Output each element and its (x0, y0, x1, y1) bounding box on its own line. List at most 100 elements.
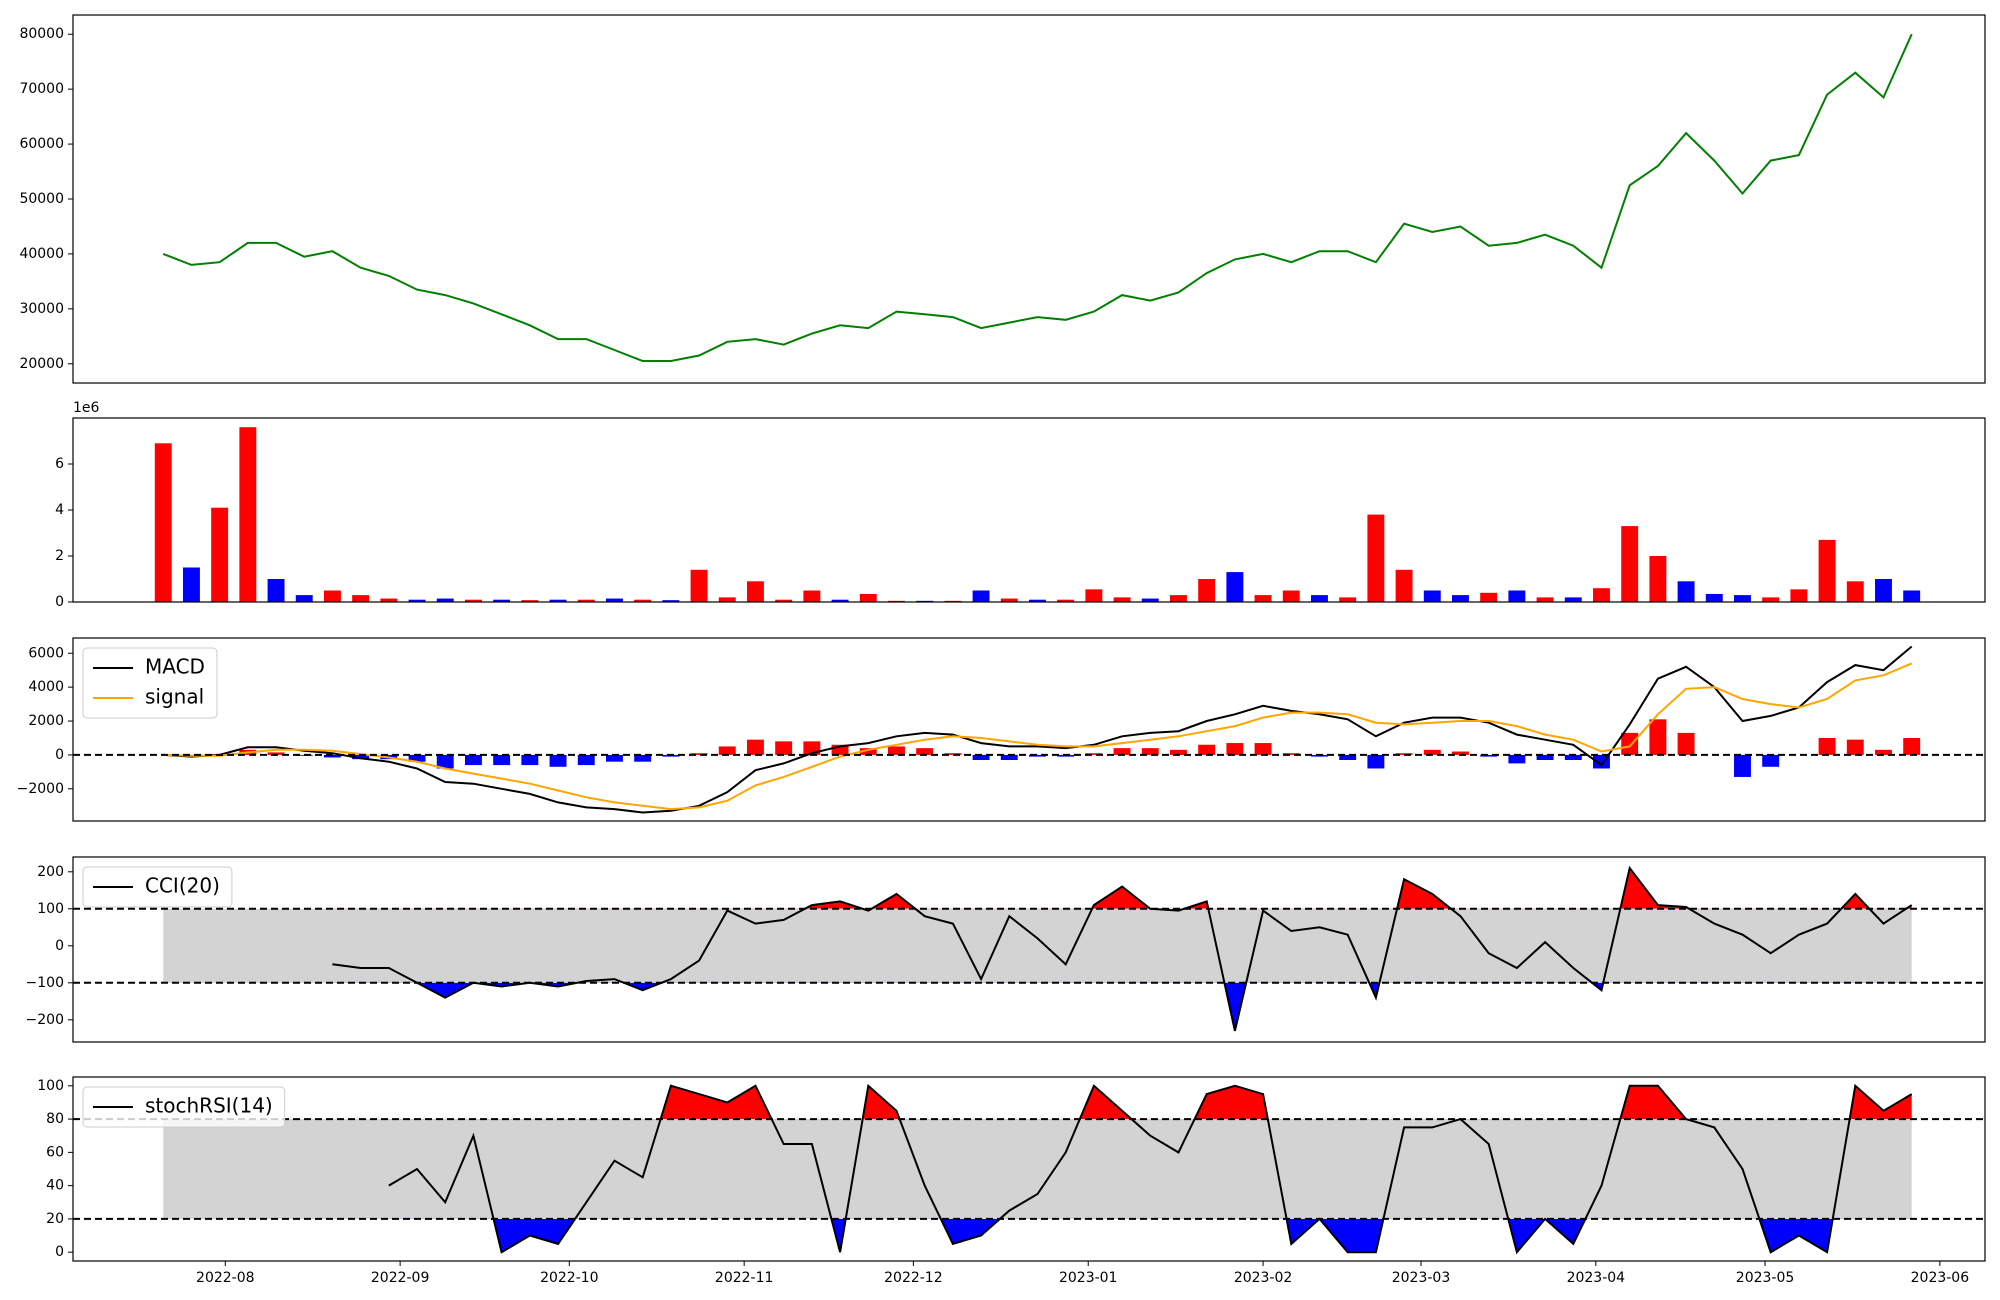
histogram-bar (1564, 754, 1582, 760)
bar (408, 599, 426, 602)
y-tick-label: 100 (37, 1078, 64, 1094)
histogram-bar (577, 754, 595, 766)
y-tick-label: 30000 (19, 301, 64, 317)
line (388, 1083, 1913, 1255)
histogram-bar (408, 754, 426, 762)
y-tick-label: 40000 (19, 246, 64, 262)
axes-frame (72, 856, 1986, 1043)
histogram-bar (1762, 754, 1780, 767)
bar (1818, 539, 1836, 602)
histogram-bar (634, 754, 652, 762)
histogram-bar (1818, 737, 1836, 755)
bar (1790, 589, 1808, 602)
histogram-bar (267, 752, 285, 755)
bar (1029, 599, 1046, 602)
bar (690, 569, 708, 602)
histogram-bar (605, 754, 623, 762)
bar (1226, 572, 1244, 602)
above-fill-group (332, 868, 1912, 909)
bar (746, 581, 764, 602)
histogram-bar (1649, 719, 1667, 755)
histogram-bar (887, 746, 905, 755)
bar (1734, 595, 1751, 602)
bar (1649, 556, 1667, 602)
histogram-bar (352, 754, 370, 760)
legend-label: stochRSI(14) (145, 1094, 273, 1118)
histogram-bar (775, 741, 793, 755)
histogram-bar (1198, 744, 1216, 755)
histogram-bar (1452, 751, 1469, 755)
histogram-bar (1339, 754, 1357, 760)
bar (1508, 590, 1526, 602)
y-tick-label: −100 (26, 975, 64, 991)
bar (1311, 595, 1328, 602)
bar (1367, 514, 1385, 602)
bar (352, 595, 370, 602)
axes-frame (72, 417, 1986, 603)
bar (154, 443, 172, 602)
legend-box (82, 866, 233, 908)
bar (577, 599, 595, 602)
bar (1113, 597, 1131, 602)
y-tick-label: 100 (37, 901, 64, 917)
bar (1875, 579, 1892, 602)
y-tick-label: 4 (55, 502, 64, 518)
axes-frame (72, 637, 1986, 822)
bar (1000, 598, 1018, 602)
bar (634, 599, 652, 602)
bar (380, 598, 398, 602)
bar (718, 597, 736, 602)
histogram-bar (1282, 753, 1300, 755)
bar (1593, 588, 1610, 602)
legend-label: CCI(20) (145, 874, 220, 898)
x-tick-label: 2023-03 (1392, 1270, 1451, 1286)
line (163, 662, 1913, 811)
bar (211, 507, 229, 602)
histogram-bar (1029, 754, 1046, 757)
bar (1903, 590, 1921, 602)
bar (267, 579, 285, 602)
y-tick-label: 60 (46, 1144, 64, 1160)
y-offset-label: 1e6 (73, 400, 100, 416)
y-tick-label: 2 (55, 548, 64, 564)
y-tick-label: 50000 (19, 191, 64, 207)
bar (1141, 598, 1159, 602)
bar (1170, 595, 1187, 602)
bar (464, 599, 482, 602)
below-fill (388, 1218, 1912, 1253)
histogram-bar (1846, 739, 1864, 755)
histogram-bar (1621, 732, 1639, 755)
line (332, 865, 1913, 1032)
histogram-bar (746, 739, 764, 755)
y-tick-label: 20 (46, 1211, 64, 1227)
y-tick-label: 20000 (19, 356, 64, 372)
histogram-bar (1000, 754, 1018, 760)
y-tick-label: 6 (55, 456, 64, 472)
bar (549, 599, 567, 602)
histogram-bar (1367, 754, 1385, 769)
above-fill-group (660, 1085, 1912, 1120)
legend-box (82, 647, 218, 719)
bar (1846, 581, 1864, 602)
line (163, 645, 1913, 814)
band (163, 1119, 1912, 1219)
below-fill-group (388, 1218, 1912, 1253)
above-fill (332, 868, 1912, 909)
histogram-bar (831, 744, 849, 755)
histogram-bar (1734, 754, 1751, 777)
y-tick-label: −200 (26, 1012, 64, 1028)
histogram-bar (436, 754, 454, 769)
y-tick-label: 0 (55, 747, 64, 763)
bar (1564, 597, 1582, 602)
y-tick-label: −2000 (17, 781, 64, 797)
bar (1762, 597, 1780, 602)
histogram-bar (972, 754, 990, 760)
y-tick-label: 40 (46, 1178, 64, 1194)
x-tick-label: 2023-01 (1059, 1270, 1118, 1286)
bar (1452, 595, 1469, 602)
plot-area (154, 427, 1921, 602)
histogram-bar (521, 754, 539, 766)
histogram-bar (1903, 737, 1921, 755)
x-tick-label: 2023-05 (1736, 1270, 1795, 1286)
